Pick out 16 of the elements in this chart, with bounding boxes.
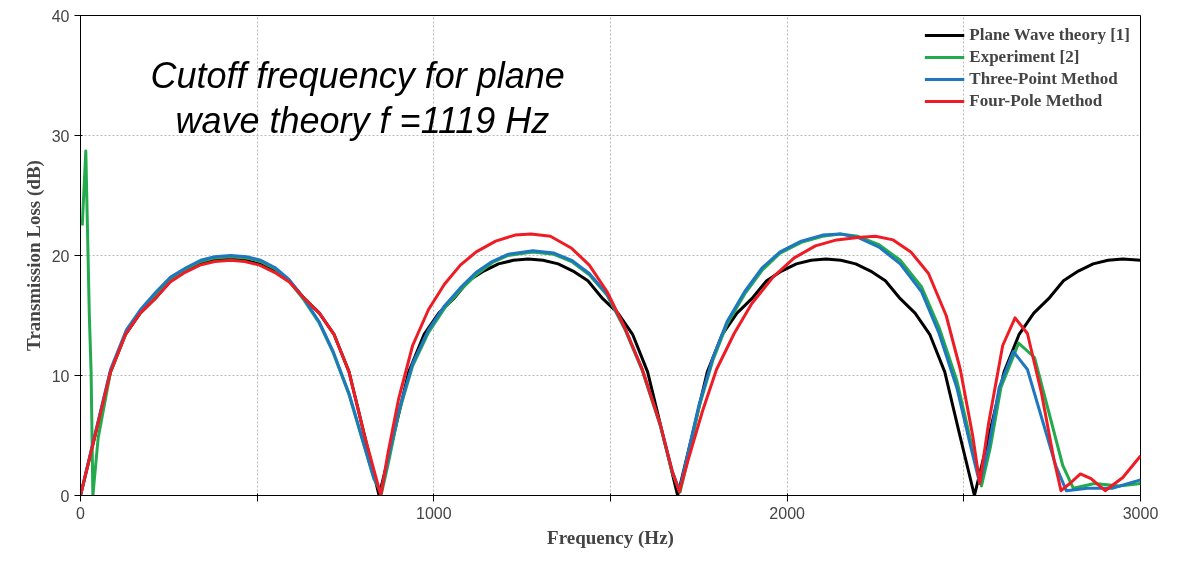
annotation: Cutoff frequency for plane wave theory f =1119 Hz [150,54,565,141]
legend-label: Three-Point Method [969,69,1118,89]
y-tick-label: 30 [51,127,70,145]
x-tick-label: 3000 [1122,504,1159,522]
legend-label: Four-Pole Method [969,91,1103,111]
y-tick-label: 40 [51,7,70,25]
x-tick-label: 2000 [769,504,806,522]
y-tick-label: 0 [60,487,70,505]
x-tick-label: 0 [76,504,86,522]
y-axis-title: Transmission Loss (dB) [22,160,45,351]
y-tick-label: 20 [51,247,70,265]
legend-label: Plane Wave theory [1] [969,25,1130,45]
x-tick-label: 1000 [416,504,452,522]
x-axis-title: Frequency (Hz) [547,526,674,549]
y-tick-label: 10 [51,367,70,385]
legend-label: Experiment [2] [969,47,1080,67]
